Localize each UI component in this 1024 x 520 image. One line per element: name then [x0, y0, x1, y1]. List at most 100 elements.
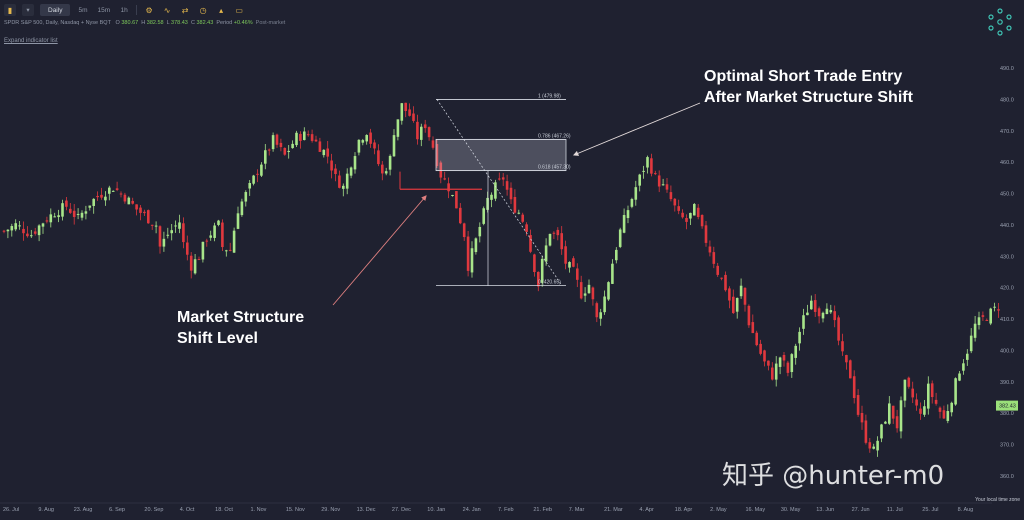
candle	[821, 311, 825, 323]
candle-body	[404, 102, 407, 111]
candle	[564, 240, 567, 270]
candle	[669, 185, 673, 202]
candle-body	[997, 309, 1000, 311]
candle-body	[388, 155, 392, 170]
candle-body	[735, 297, 739, 312]
candle-body	[451, 194, 454, 196]
candle-body	[946, 411, 950, 421]
price-tick-label: 490.0	[1000, 66, 1014, 72]
candle	[291, 140, 294, 149]
candle-body	[759, 343, 762, 354]
candle-body	[966, 353, 969, 360]
candle	[806, 304, 809, 316]
candle-body	[10, 226, 14, 231]
candle	[462, 222, 466, 241]
candle	[650, 153, 653, 177]
time-tick-label: 1. Nov	[251, 507, 267, 513]
candle-body	[92, 198, 95, 206]
candle	[677, 199, 680, 215]
candle-body	[131, 200, 134, 204]
candle	[903, 379, 907, 408]
alert-icon[interactable]: ▴	[219, 5, 224, 15]
candle-body	[174, 225, 177, 227]
candle-body	[771, 367, 774, 380]
app-logo-icon	[988, 8, 1012, 36]
time-tick-label: 8. Aug	[958, 507, 974, 513]
candle-body	[72, 210, 76, 217]
candle-body	[431, 140, 435, 148]
candle	[634, 180, 638, 206]
fib-level-label: 1 (479.98)	[538, 93, 561, 99]
candle-body	[334, 168, 337, 175]
candle-body	[724, 274, 727, 291]
candle-body	[494, 182, 497, 199]
candle-body	[829, 310, 833, 313]
candle-body	[533, 254, 536, 273]
candle-body	[306, 134, 310, 136]
candle	[693, 203, 696, 216]
expand-indicator-list-link[interactable]: Expand indicator list	[4, 38, 58, 44]
candle-body	[228, 249, 232, 251]
time-tick-label: 26. Jul	[3, 507, 19, 513]
time-tick-label: 27. Dec	[392, 507, 411, 513]
candle	[14, 219, 17, 232]
timeframe-daily-button[interactable]: Daily	[40, 4, 71, 16]
entry-arrow	[573, 102, 701, 156]
mss-annotation-line-1: Market Structure	[177, 309, 305, 326]
time-tick-label: 25. Jul	[922, 507, 938, 513]
candle-body	[478, 226, 482, 237]
timeframe-15m-button[interactable]: 15m	[97, 6, 111, 14]
candle	[849, 359, 852, 379]
indicators-icon[interactable]: ∿	[163, 5, 171, 15]
screenshot-icon[interactable]: ▭	[235, 5, 243, 15]
chart-type-menu-icon[interactable]: ▾	[22, 4, 34, 16]
candle	[158, 225, 162, 254]
candle-body	[739, 285, 743, 297]
time-tick-label: 15. Nov	[286, 507, 305, 513]
candle-body	[501, 177, 505, 180]
candle	[739, 278, 743, 299]
candle-body	[743, 287, 747, 305]
candle-body	[572, 258, 575, 267]
timeframe-5m-button[interactable]: 5m	[78, 6, 88, 14]
compare-icon[interactable]: ⇄	[181, 5, 189, 15]
candle-body	[677, 206, 680, 211]
candle	[794, 343, 797, 365]
candle-body	[139, 207, 142, 213]
candle-body	[728, 288, 731, 301]
candle	[37, 224, 41, 242]
settings-gear-icon[interactable]: ⚙	[145, 5, 153, 15]
candle	[61, 199, 64, 221]
chart-type-icon[interactable]: ▮	[4, 4, 16, 16]
candle	[888, 396, 891, 425]
last-price-label: 382.43	[999, 404, 1016, 410]
post-market-label: Post-market	[255, 20, 286, 26]
candle	[26, 226, 29, 238]
candle-body	[903, 379, 907, 401]
candle-body	[845, 355, 848, 363]
period-value: +0.46%	[233, 20, 253, 26]
candle	[595, 301, 599, 323]
candle	[841, 333, 844, 356]
candle	[486, 191, 489, 213]
candle-body	[806, 312, 809, 316]
candle	[455, 190, 458, 209]
candle	[802, 308, 805, 335]
candle-body	[18, 225, 21, 227]
candle	[147, 209, 150, 224]
time-tick-label: 4. Oct	[180, 507, 195, 513]
time-axis: 26. Jul 9. Aug 23. Aug 6. Sep 20. Sep 4. Oct 1…	[0, 502, 992, 513]
candle-body	[225, 250, 228, 252]
candle-body	[927, 383, 930, 409]
candle-body	[895, 416, 899, 429]
candle-body	[685, 218, 688, 222]
candle-body	[119, 193, 123, 195]
timeframe-1h-button[interactable]: 1h	[120, 6, 128, 14]
candle	[966, 349, 969, 366]
candle	[232, 227, 236, 253]
candle-body	[143, 211, 146, 214]
candle	[611, 259, 614, 284]
candle	[170, 224, 173, 241]
clock-icon[interactable]: ◷	[199, 5, 207, 15]
